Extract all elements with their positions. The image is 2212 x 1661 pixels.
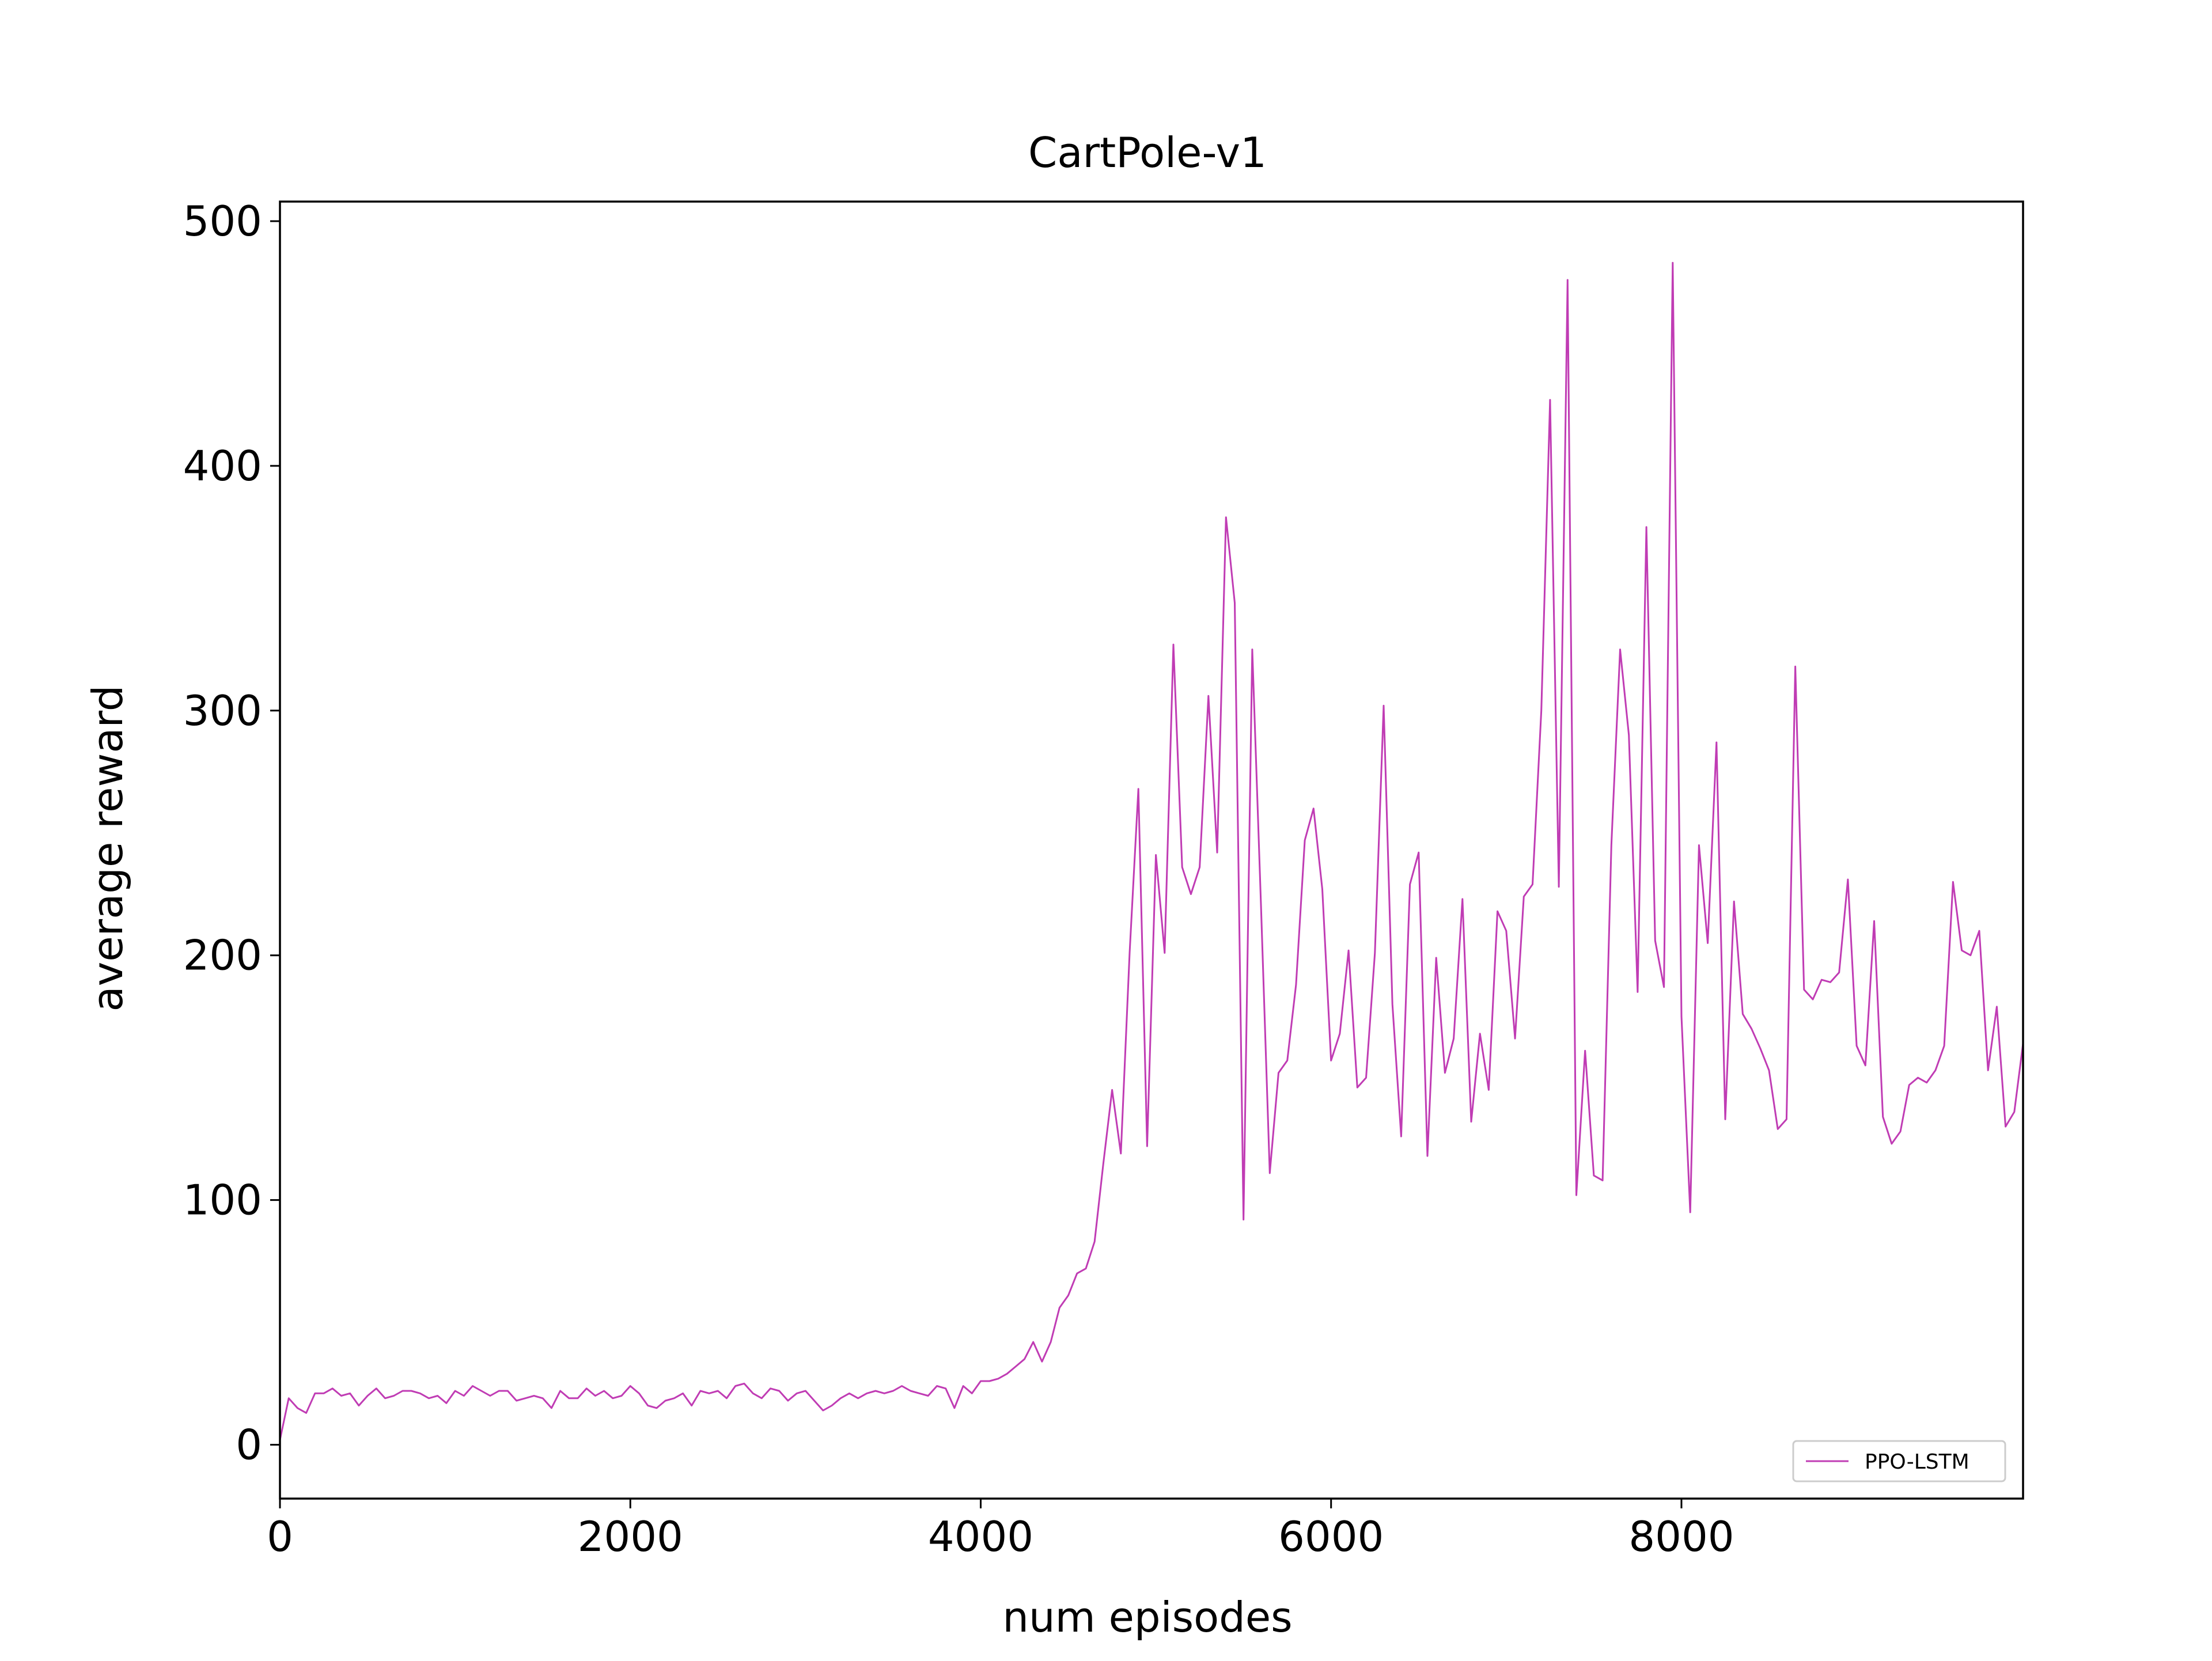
- legend-label: PPO-LSTM: [1865, 1450, 1969, 1474]
- x-tick-label: 2000: [578, 1512, 683, 1561]
- series-line-0: [279, 261, 2024, 1441]
- x-tick-label: 0: [267, 1512, 293, 1561]
- plot-area: [279, 200, 2024, 1500]
- plot-frame: [279, 200, 2024, 1500]
- x-axis: 0 2000 4000 6000 8000: [267, 1499, 1734, 1561]
- y-tick-label: 100: [183, 1176, 262, 1224]
- y-tick-label: 300: [183, 687, 262, 735]
- x-tick-label: 4000: [928, 1512, 1033, 1561]
- y-tick-label: 400: [183, 442, 262, 490]
- y-tick-label: 200: [183, 931, 262, 980]
- y-axis: 0 100 200 300 400 500: [183, 197, 280, 1469]
- x-tick-label: 6000: [1278, 1512, 1384, 1561]
- legend-box: [1792, 1440, 2006, 1482]
- legend: PPO-LSTM: [1792, 1440, 2006, 1482]
- y-axis-label: average reward: [84, 685, 132, 1012]
- x-tick-label: 8000: [1628, 1512, 1734, 1561]
- y-tick-label: 0: [236, 1421, 262, 1469]
- y-tick-label: 500: [183, 197, 262, 245]
- chart-title: CartPole-v1: [1028, 128, 1267, 177]
- x-axis-label: num episodes: [1002, 1593, 1292, 1641]
